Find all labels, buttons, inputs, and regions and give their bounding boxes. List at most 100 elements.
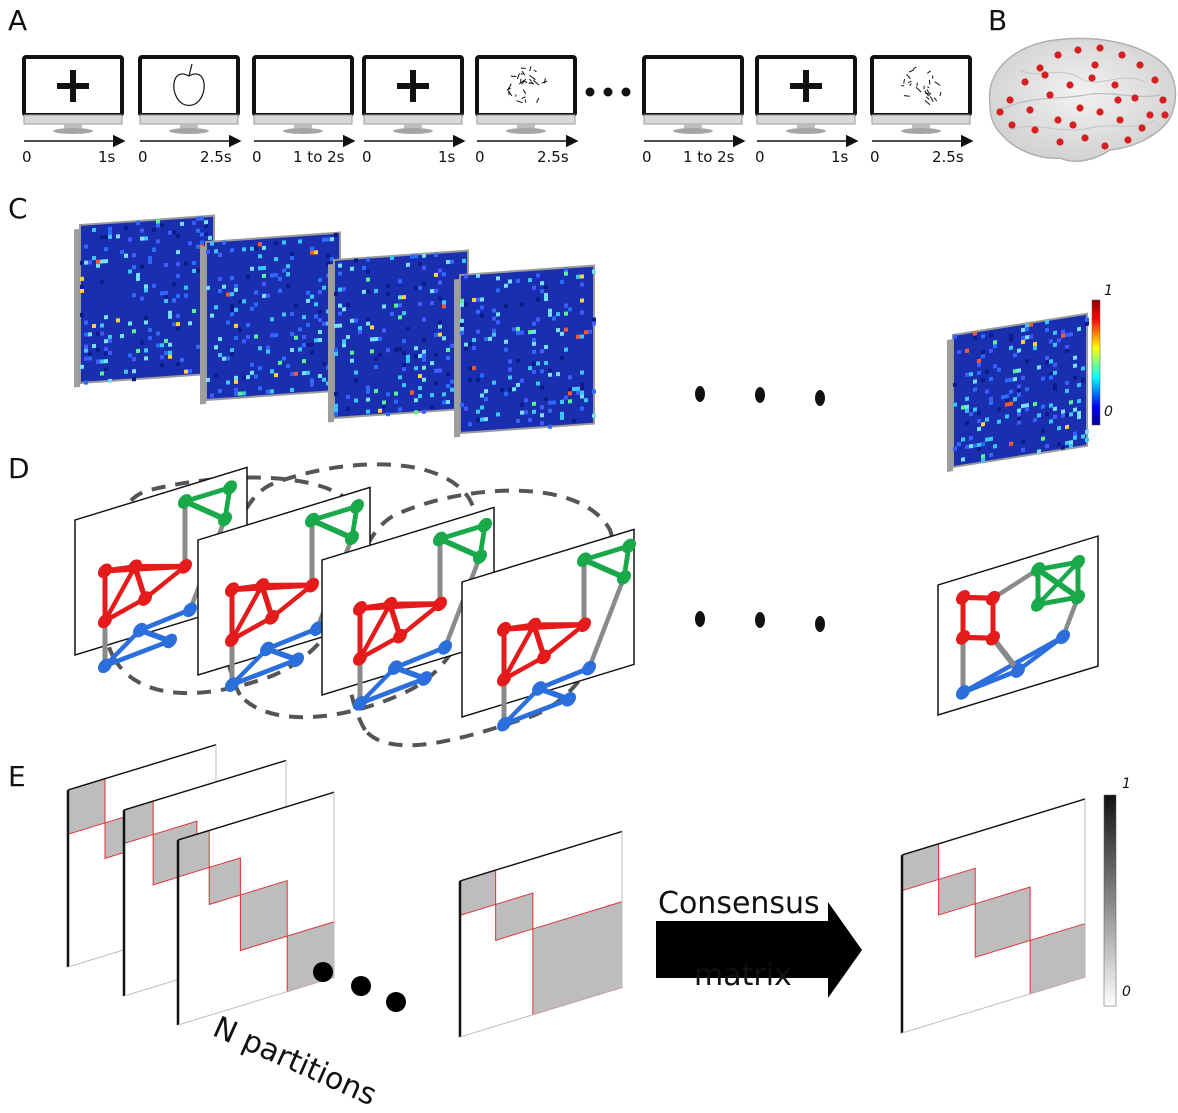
partition-block [208,857,241,906]
network-edge [309,517,355,541]
connectivity-matrices [74,214,1101,472]
network-edge [264,626,320,652]
network-node [433,531,447,547]
network-node [138,591,152,606]
timeline-ellipsis [585,87,631,97]
network-node [1056,629,1070,645]
electrode-dot [1081,134,1089,142]
network-node [133,622,147,638]
network-node [225,632,239,647]
ellipsis-dot [755,387,765,403]
monitor-1 [22,55,124,134]
network-node [433,596,447,612]
arrow-label-line1: Consensus [658,886,820,921]
electrode-dot [996,108,1004,116]
network-node [223,480,237,495]
matrix-4 [454,264,596,438]
colorbar-c-min: 0 [1104,404,1113,420]
network-node [532,681,546,696]
network-node [562,691,576,707]
colorbar-e [1103,794,1117,1007]
dashed-link-3 [343,488,618,748]
arrow-label-line2: matrix [694,958,792,993]
network-node [353,651,367,666]
colorbar-c [1091,299,1101,426]
network-edge [581,543,632,563]
network-edge [437,522,488,542]
ellipsis-dot [695,611,705,627]
timeline-start-label: 0 [362,148,372,166]
electrode-dot [1124,136,1132,144]
network-node [265,610,279,625]
network-node [290,652,304,668]
electrode-dot [1101,142,1109,150]
network-edge [309,503,360,523]
network-edge [501,696,572,727]
monitor-base [506,128,546,134]
network-edge [142,563,188,602]
matrix-2 [200,231,342,405]
electrode-dot [1131,94,1139,102]
partition-block [495,892,534,941]
electrode-dot [1031,126,1039,134]
network-card-3 [321,506,495,711]
network-node [128,559,142,574]
electrode-dot [1096,44,1104,52]
monitor-neck [912,124,930,130]
electrode-dot [1054,116,1062,124]
network-node [478,517,492,533]
ellipsis-dot [351,976,371,996]
network-edge [501,685,542,727]
electrode-dot [1074,46,1082,54]
network-node [305,512,319,528]
network-edge [229,646,270,688]
network-edge [229,582,265,643]
network-edge [102,638,173,669]
network-edge [536,665,592,692]
electrode-dot [1006,96,1014,104]
panel-label-d: D [8,452,30,485]
network-edge [137,607,193,633]
network-edge [990,566,1041,601]
monitor-3 [252,55,354,134]
matrix-3 [328,249,470,423]
electrode-dot [1159,96,1167,104]
network-node [345,530,359,546]
timeline-start-label: 0 [138,148,148,166]
electrode-dot [1114,96,1122,104]
partition-matrix-middle [458,830,623,1038]
timeline-end-label: 2.5s [200,148,232,166]
network-node [305,577,319,593]
complex-drawing [506,66,548,104]
monitor-neck [64,124,82,130]
network-node [497,671,511,687]
electrode-dot [1021,78,1029,86]
network-node [418,671,432,686]
monitor-neck [180,124,198,130]
electrode-dot [1138,124,1146,132]
network-node [438,640,452,655]
electrode-dot [1026,106,1034,114]
electrode-dot [1136,61,1144,69]
network-node [98,658,112,674]
network-edge [437,536,483,560]
network-node [388,660,402,676]
apple-drawing [173,73,205,107]
consensus-matrix [900,798,1086,1034]
network-node [98,563,112,579]
timeline-end-label: 1 to 2s [683,148,735,166]
colorbar-e-max: 1 [1122,776,1131,792]
network-node [473,549,487,565]
panel-label-e: E [8,760,26,793]
matrix-1 [74,214,216,388]
monitor-8 [870,55,972,134]
monitor-5 [475,55,577,134]
panel-label-b: B [988,4,1008,37]
ellipsis-dot [313,962,333,982]
monitor-base [901,128,941,134]
network-edge [182,484,233,504]
network-node [350,499,364,514]
timeline-start-label: 0 [642,148,652,166]
network-node [1071,554,1085,570]
monitor-base [673,128,713,134]
